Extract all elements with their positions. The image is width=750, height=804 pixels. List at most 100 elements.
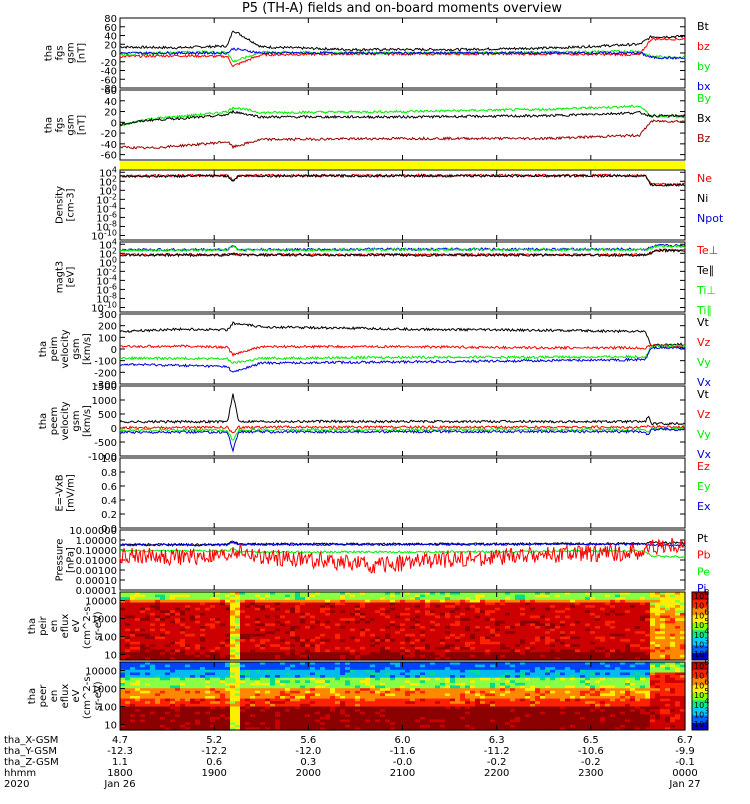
y-tick-label: 0.2 [101,510,117,521]
y-tick-label: -200 [94,368,117,379]
series-line [120,428,685,441]
y-tick-label: 0 [111,424,117,435]
y-tick-label: 10 [104,651,117,662]
y-axis-label: tha [44,45,55,61]
y-tick-label: -500 [94,438,117,449]
legend-pe-label: Pe [697,565,710,578]
y-tick-label: -60 [101,151,117,162]
y-axis-label: Density [55,186,66,224]
series-line [120,120,685,149]
spectrogram [120,662,686,731]
y-axis-label: [mV/m] [66,474,77,512]
legend-vy-label: Vy [697,428,711,441]
y-axis-label: peim [49,336,60,361]
y-tick-label: 0.00001 [76,586,117,597]
legend-vt-label: Vt [697,388,710,401]
y-tick-label: 40 [104,97,117,108]
y-axis-label: [km/s] [82,405,93,437]
y-axis-label: gsm [71,410,82,431]
y-axis-label: gsm [66,42,77,63]
y-tick-label: -40 [101,140,117,151]
y-axis-label: en [49,620,60,633]
y-tick-label: 1.0 [101,454,117,465]
y-axis-label: velocity [60,401,71,440]
y-tick-label: 0.4 [101,496,117,507]
y-axis-label: fgs [55,117,66,132]
y-axis-label: velocity [60,329,71,368]
y-axis-label: [nT] [77,43,88,63]
y-axis-label: peem [49,407,60,435]
y-axis-label: (cm^2-s- [82,602,93,649]
y-axis-label: gsm [66,114,77,135]
y-axis-label: [eV] [66,267,77,288]
y-axis-label: gsm [71,338,82,359]
legend-ey-label: Ey [697,480,711,493]
legend-bt-label: Bt [697,20,710,33]
legend-by-label: By [697,92,712,105]
y-axis-label: fgs [55,45,66,60]
legend-te-label: Te⊥ [696,244,718,257]
legend-by-label: by [697,60,711,73]
legend-vz-label: Vz [697,408,711,421]
y-tick-label: 100 [98,333,117,344]
y-tick-label: 60 [104,86,117,97]
y-axis-label: [nPa] [66,547,77,573]
series-line [120,394,685,425]
y-axis-label: [nT] [77,115,88,135]
legend-bz-label: bz [697,40,710,53]
y-axis-label: tha [44,117,55,133]
panel-frame [120,170,685,240]
series-line [120,428,685,451]
y-axis-label: tha [38,341,49,357]
y-tick-label: 200 [98,322,117,333]
y-tick-label: 20 [104,108,117,119]
y-axis-label: sr-eV) [93,611,104,640]
y-axis-label: E=-VxB [55,474,66,511]
y-tick-label: 1000 [92,396,117,407]
y-tick-label: -100 [94,357,117,368]
y-axis-label: tha [27,618,38,634]
legend-npot-label: Npot [697,212,724,225]
y-tick-label: 0 [111,118,117,129]
y-tick-label: 300 [98,310,117,321]
y-axis-label: peir [38,615,49,635]
y-tick-label: 0 [111,345,117,356]
spectrogram [120,592,686,661]
legend-vt-label: Vt [697,316,710,329]
legend-bz-label: Bz [697,132,711,145]
legend-ni-label: Ni [697,192,708,205]
panel-frame [120,314,685,384]
legend-bx-label: Bx [697,112,712,125]
y-axis-label: [cm-3] [66,188,77,221]
y-tick-label: 500 [98,410,117,421]
figure-title: P5 (TH-A) fields and on-board moments ov… [242,1,562,16]
y-axis-label: magt3 [55,261,66,294]
series-line [120,345,685,356]
legend-pb-label: Pb [697,549,711,562]
panel-frame [120,242,685,312]
y-tick-label: 0.6 [101,482,117,493]
legend-ne-label: Ne [697,172,712,185]
legend-vy-label: Vy [697,356,711,369]
legend-ti-label: Ti⊥ [696,284,716,297]
y-axis-label: eV [71,619,82,632]
legend-vz-label: Vz [697,336,711,349]
panel-frame [120,90,685,160]
y-axis-label: [km/s] [82,333,93,365]
y-tick-label: -20 [101,129,117,140]
series-line [120,347,685,373]
legend-te-label: Te∥ [696,264,714,277]
y-tick-label: 0.8 [101,468,117,479]
panel-frame [120,458,685,528]
y-axis-label: eflux [60,614,71,639]
y-axis-label: tha [38,413,49,429]
y-tick-label: 1500 [92,382,117,393]
legend-ez-label: Ez [697,460,710,473]
y-axis-label: Pressure [55,539,66,582]
series-line [120,31,685,51]
series-line [120,322,685,346]
legend-ex-label: Ex [697,500,711,513]
legend-pt-label: Pt [697,532,709,545]
